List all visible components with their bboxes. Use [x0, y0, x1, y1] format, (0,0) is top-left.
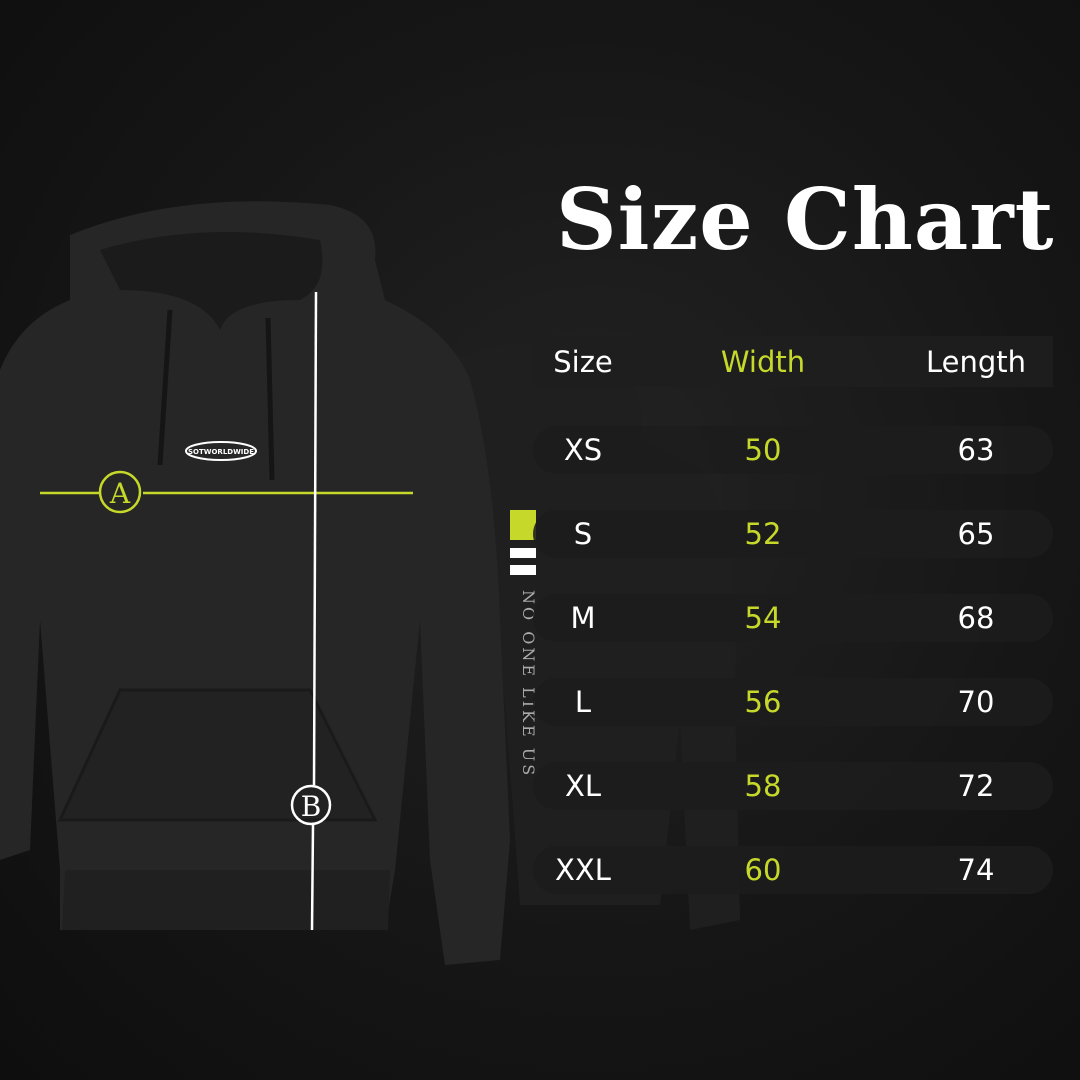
width-cell: 56 [744, 685, 782, 719]
sleeve-stripe [510, 565, 536, 575]
table-row: L 56 70 [533, 678, 1053, 726]
marker-a-label: A [109, 477, 131, 510]
table-row: M 54 68 [533, 594, 1053, 642]
header-width: Width [720, 344, 806, 379]
length-cell: 74 [957, 853, 995, 887]
front-hoodie [0, 201, 510, 965]
width-cell: 52 [744, 517, 782, 551]
table-row: XXL 60 74 [533, 846, 1053, 894]
length-cell: 70 [957, 685, 995, 719]
page-title: Size Chart [556, 170, 1055, 269]
marker-b-icon [290, 784, 332, 826]
length-cell: 68 [957, 601, 995, 635]
sleeve-text: NO ONE LIKE US [519, 590, 538, 778]
table-header: Size Width Length [533, 336, 1053, 387]
header-size: Size [553, 344, 613, 379]
length-cell: 63 [957, 433, 995, 467]
logo-text: SOTWORLDWIDE [188, 448, 254, 456]
size-cell: XL [564, 769, 602, 803]
marker-a-icon [98, 470, 142, 514]
width-cell: 58 [744, 769, 782, 803]
size-cell: XS [563, 433, 603, 467]
table-row: S 52 65 [533, 510, 1053, 558]
width-cell: 54 [744, 601, 782, 635]
table-row: XL 58 72 [533, 762, 1053, 810]
size-cell: M [570, 601, 596, 635]
width-cell: 60 [744, 853, 782, 887]
size-cell: L [574, 685, 592, 719]
marker-b-label: B [301, 790, 322, 823]
length-cell: 72 [957, 769, 995, 803]
width-cell: 50 [744, 433, 782, 467]
length-line [312, 291, 318, 786]
length-line-bottom [310, 824, 315, 931]
length-cell: 65 [957, 517, 995, 551]
header-length: Length [925, 344, 1027, 379]
logo-badge [185, 441, 257, 461]
sleeve-stripe [510, 548, 536, 558]
size-cell: XXL [555, 853, 611, 887]
sleeve-accent-block [510, 510, 536, 540]
size-cell: S [573, 517, 593, 551]
table-row: XS 50 63 [533, 426, 1053, 474]
